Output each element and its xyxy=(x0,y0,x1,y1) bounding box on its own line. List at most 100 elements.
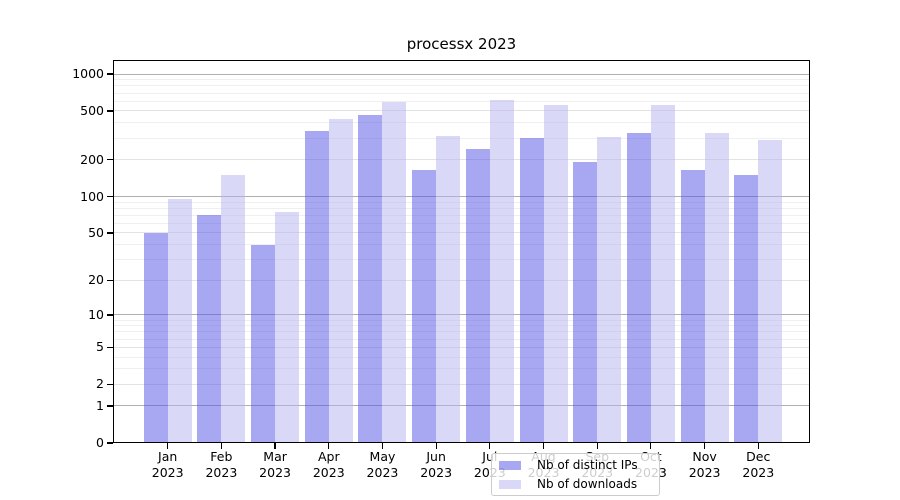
chart-title: processx 2023 xyxy=(406,35,517,53)
bar-distinct-ips-nov xyxy=(680,169,705,443)
gridline xyxy=(113,232,810,234)
bar-downloads-apr xyxy=(328,119,353,443)
gridline xyxy=(113,383,810,385)
y-tick xyxy=(107,110,113,112)
major-gridline xyxy=(113,405,810,407)
y-tick-label: 20 xyxy=(88,272,104,288)
bar-downloads-dec xyxy=(758,140,783,443)
x-tick-month: May xyxy=(369,449,396,464)
bar-distinct-ips-apr xyxy=(304,130,329,443)
minor-gridline xyxy=(113,100,810,102)
gridline xyxy=(113,279,810,281)
minor-gridline xyxy=(113,92,810,94)
bar-distinct-ips-feb xyxy=(197,215,222,443)
x-tick-label: Mar 2023 xyxy=(240,449,310,481)
bar-downloads-feb xyxy=(221,175,246,443)
legend: Nb of distinct IPs Nb of downloads xyxy=(491,453,660,496)
minor-gridline xyxy=(113,338,810,340)
x-tick xyxy=(757,443,759,449)
x-tick xyxy=(489,443,491,449)
bar-distinct-ips-jul xyxy=(465,148,490,443)
x-tick-label: Dec 2023 xyxy=(723,449,793,481)
x-tick-month: Jun xyxy=(426,449,446,464)
y-tick-label: 100 xyxy=(80,188,104,204)
x-tick xyxy=(167,443,169,449)
x-tick-month: Nov xyxy=(692,449,717,464)
y-tick-label: 50 xyxy=(88,224,104,240)
y-tick xyxy=(107,442,113,444)
bar-downloads-aug xyxy=(543,105,568,443)
minor-gridline xyxy=(113,222,810,224)
x-tick xyxy=(542,443,545,449)
bar-distinct-ips-jan xyxy=(143,233,168,443)
gridline xyxy=(113,159,810,161)
y-tick xyxy=(107,232,113,234)
legend-swatch-distinct-ips xyxy=(499,461,521,470)
bar-distinct-ips-dec xyxy=(734,175,759,443)
gridline xyxy=(113,346,810,348)
x-tick-month: Jan xyxy=(158,449,178,464)
x-tick xyxy=(650,443,652,449)
x-tick-year: 2023 xyxy=(366,465,399,480)
x-tick-label: May 2023 xyxy=(347,449,417,481)
major-gridline xyxy=(113,314,810,316)
minor-gridline xyxy=(113,137,810,139)
x-tick xyxy=(274,443,276,449)
y-tick-label: 2 xyxy=(96,376,104,392)
y-tick xyxy=(107,73,113,75)
y-tick xyxy=(107,159,113,161)
bar-downloads-jun xyxy=(436,136,461,443)
bar-downloads-jan xyxy=(167,199,192,443)
x-tick-year: 2023 xyxy=(742,465,775,480)
x-tick xyxy=(596,443,598,449)
minor-gridline xyxy=(113,356,810,358)
x-tick-year: 2023 xyxy=(205,465,238,480)
x-tick-year: 2023 xyxy=(420,465,453,480)
x-tick-year: 2023 xyxy=(688,465,721,480)
minor-gridline xyxy=(113,207,810,209)
x-tick-month: Feb xyxy=(210,449,233,464)
y-tick xyxy=(107,314,113,316)
legend-label-downloads: Nb of downloads xyxy=(537,477,638,491)
minor-gridline xyxy=(113,368,810,370)
x-tick-label: Jun 2023 xyxy=(401,449,471,481)
major-gridline xyxy=(113,196,810,197)
y-tick-label: 5 xyxy=(96,339,104,355)
minor-gridline xyxy=(113,214,810,216)
bar-downloads-jul xyxy=(489,100,514,443)
x-tick xyxy=(704,443,706,449)
minor-gridline xyxy=(113,325,810,327)
minor-gridline xyxy=(113,201,810,203)
plot-area: Nb of distinct IPs Nb of downloads xyxy=(113,60,810,496)
x-tick xyxy=(328,443,330,449)
legend-swatch-downloads xyxy=(499,480,521,489)
x-tick xyxy=(381,443,384,449)
x-tick-month: Dec xyxy=(746,449,771,464)
x-tick xyxy=(220,443,222,449)
bar-downloads-nov xyxy=(704,133,729,443)
bar-distinct-ips-aug xyxy=(519,138,544,443)
x-tick-month: Mar xyxy=(263,449,287,464)
y-tick-label: 1000 xyxy=(72,66,104,81)
minor-gridline xyxy=(113,85,810,87)
bar-downloads-oct xyxy=(650,105,675,443)
bar-downloads-mar xyxy=(275,211,300,443)
bar-downloads-sep xyxy=(597,137,622,443)
x-tick-year: 2023 xyxy=(151,465,184,480)
x-tick-label: Apr 2023 xyxy=(294,449,364,481)
bar-distinct-ips-sep xyxy=(573,162,598,443)
y-tick-label: 10 xyxy=(88,306,104,322)
y-tick-label: 500 xyxy=(80,102,104,118)
bar-downloads-may xyxy=(382,101,407,443)
y-tick xyxy=(107,346,113,348)
minor-gridline xyxy=(113,319,810,321)
bar-distinct-ips-oct xyxy=(626,133,651,443)
bar-distinct-ips-jun xyxy=(412,169,437,443)
bar-distinct-ips-mar xyxy=(251,244,276,443)
gridline xyxy=(113,110,810,112)
x-tick-label: Jan 2023 xyxy=(133,449,203,481)
minor-gridline xyxy=(113,79,810,81)
x-tick-label: Feb 2023 xyxy=(186,449,256,481)
major-gridline xyxy=(113,73,810,75)
legend-label-distinct-ips: Nb of distinct IPs xyxy=(537,458,638,472)
